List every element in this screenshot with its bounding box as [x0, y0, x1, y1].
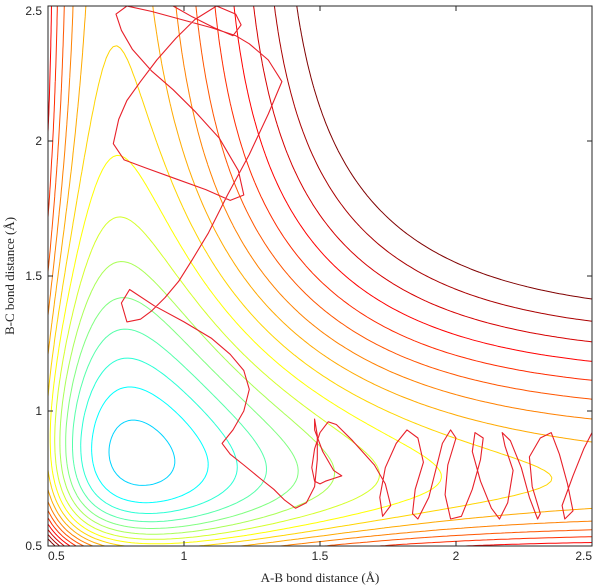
x-tick-label-0: 0.5	[48, 549, 65, 563]
x-tick-label-4: 2.5	[575, 549, 592, 563]
contour-lines	[48, 6, 592, 546]
contour-level-20	[48, 6, 592, 546]
x-tick-label-2: 1.5	[312, 549, 329, 563]
contour-level-15	[49, 154, 442, 545]
contour-level-24	[48, 6, 592, 546]
contour-level-16	[48, 45, 553, 546]
y-tick-label-0: 0.5	[25, 539, 42, 553]
contour-level-10	[80, 357, 238, 514]
contour-level-22	[48, 6, 592, 546]
x-axis-label: A-B bond distance (Å)	[261, 570, 380, 585]
contour-level-17	[48, 6, 592, 546]
contour-level-18	[48, 6, 592, 546]
y-axis-label: B-C bond distance (Å)	[2, 217, 17, 335]
contour-level-13	[59, 261, 336, 535]
trajectory-series	[112, 6, 592, 520]
contour-level-14	[54, 216, 380, 540]
axis-ticks: 0.5 1 1.5 2 2.5 0.5 1 1.5 2 2.5	[25, 4, 593, 563]
contour-level-12	[65, 297, 299, 529]
contour-level-11	[72, 328, 267, 523]
contour-level-8	[108, 419, 176, 486]
contour-level-23	[48, 6, 592, 546]
y-tick-label-1: 1	[35, 404, 42, 418]
x-tick-label-1: 1	[181, 549, 188, 563]
trajectory-line-0	[112, 6, 592, 520]
y-tick-label-2: 1.5	[25, 269, 42, 283]
x-tick-label-3: 2	[453, 549, 460, 563]
contour-level-9	[91, 386, 209, 504]
contour-level-21	[48, 6, 592, 546]
contour-level-19	[48, 6, 592, 546]
y-tick-label-4: 2.5	[25, 4, 42, 18]
y-tick-label-3: 2	[35, 134, 42, 148]
